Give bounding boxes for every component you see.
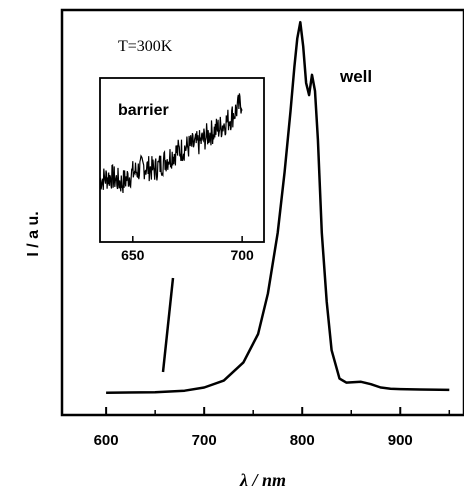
x-tick-label: 800 <box>290 432 315 449</box>
inset-x-tick-label: 700 <box>230 247 254 263</box>
inset-x-ticks <box>132 236 243 242</box>
inset-x-tick-label: 650 <box>121 247 145 263</box>
inset-pointer-line <box>161 277 175 373</box>
inset-annotation-barrier: barrier <box>118 102 169 119</box>
x-axis-label: λ / nm <box>239 470 286 490</box>
inset-x-tick-labels: 650 700 <box>121 247 254 263</box>
x-tick-label: 600 <box>94 432 119 449</box>
x-tick-label: 700 <box>192 432 217 449</box>
x-tick-label: 900 <box>388 432 413 449</box>
x-ticks <box>105 407 451 415</box>
well-annotation: well <box>339 67 372 86</box>
inset-spectrum-line <box>99 93 243 194</box>
main-spectrum-line <box>106 20 450 394</box>
temperature-annotation: T=300K <box>118 38 173 55</box>
y-axis-label: I / a u. <box>25 211 42 256</box>
x-tick-labels: 600 700 800 900 <box>94 432 413 449</box>
plot-frame <box>60 8 464 417</box>
